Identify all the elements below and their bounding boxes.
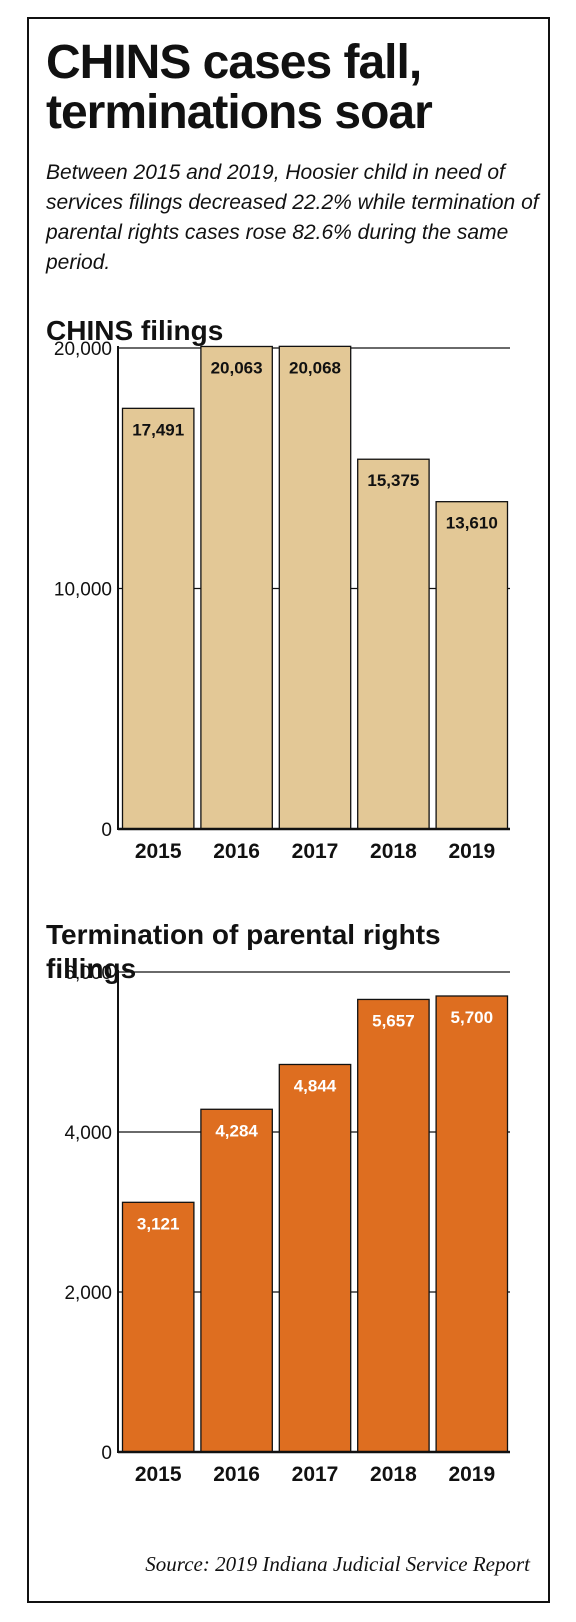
chins-x-tick-label: 2015 <box>135 840 182 863</box>
chins-y-tick-label: 20,000 <box>54 339 112 360</box>
termination-chart-title: Termination of parental rights fillings <box>46 919 441 984</box>
termination-data-label: 3,121 <box>137 1214 180 1233</box>
chins-x-tick-label: 2016 <box>213 840 260 863</box>
chins-x-tick-label: 2017 <box>292 840 339 863</box>
termination-x-tick-label: 2016 <box>213 1463 260 1486</box>
termination-bar <box>357 998 430 1453</box>
termination-bar <box>435 995 509 1453</box>
chins-chart-title: CHINS filings <box>46 315 224 346</box>
chins-data-label: 20,068 <box>289 358 341 377</box>
termination-bar <box>200 1108 273 1453</box>
termination-data-label: 5,700 <box>451 1008 494 1027</box>
termination-data-label: 5,657 <box>372 1011 415 1030</box>
termination-y-tick-label: 0 <box>101 1443 112 1464</box>
chins-bar <box>435 501 509 830</box>
termination-x-tick-label: 2018 <box>370 1463 417 1486</box>
dek: Between 2015 and 2019, Hoosier child in … <box>46 161 539 274</box>
chins-y-tick-label: 10,000 <box>54 580 112 601</box>
termination-x-tick-label: 2019 <box>448 1463 495 1486</box>
chins-bar <box>278 345 352 830</box>
termination-bar <box>121 1201 195 1453</box>
headline: CHINS cases fall, terminations soar <box>46 36 433 139</box>
chins-data-label: 15,375 <box>367 471 419 490</box>
termination-y-tick-label: 6,000 <box>64 963 112 984</box>
chins-x-tick-label: 2018 <box>370 840 417 863</box>
termination-x-tick-label: 2017 <box>292 1463 339 1486</box>
chins-bar <box>200 345 273 830</box>
termination-x-tick-label: 2015 <box>135 1463 182 1486</box>
termination-y-tick-label: 4,000 <box>64 1123 112 1144</box>
chins-data-label: 13,610 <box>446 514 498 533</box>
chins-bar <box>121 407 195 830</box>
termination-bar <box>278 1063 352 1453</box>
chins-y-tick-label: 0 <box>101 820 112 841</box>
source-credit: Source: 2019 Indiana Judicial Service Re… <box>145 1552 530 1576</box>
chins-x-tick-label: 2019 <box>448 840 495 863</box>
termination-data-label: 4,284 <box>215 1121 258 1140</box>
chins-data-label: 20,063 <box>211 358 263 377</box>
graphic-frame <box>27 17 550 1603</box>
termination-y-tick-label: 2,000 <box>64 1283 112 1304</box>
chins-bar <box>357 458 430 830</box>
termination-data-label: 4,844 <box>294 1076 337 1095</box>
chins-data-label: 17,491 <box>132 420 184 439</box>
